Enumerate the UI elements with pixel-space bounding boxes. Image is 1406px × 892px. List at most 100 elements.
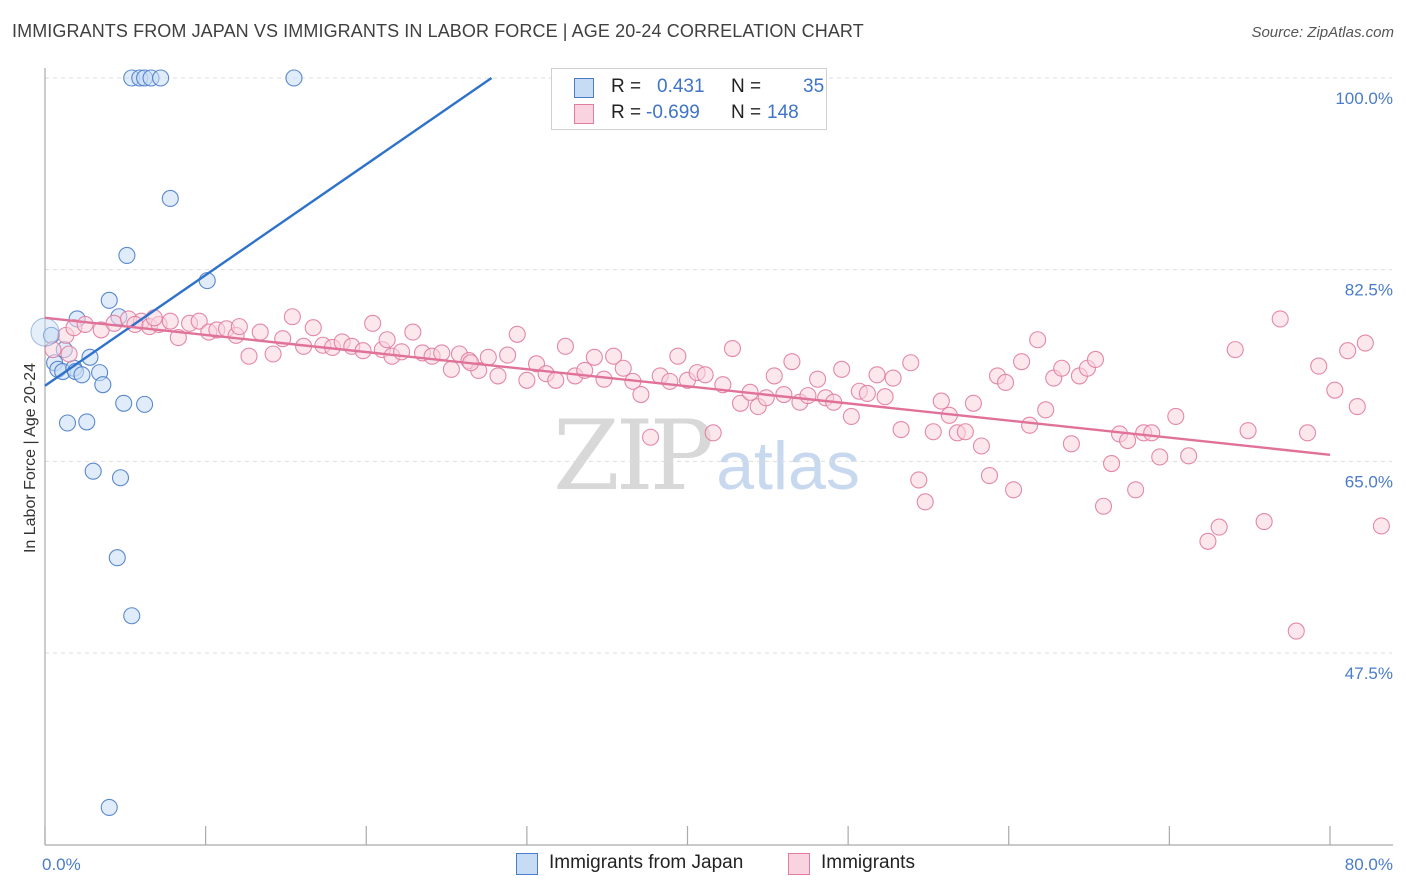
immigrants-point bbox=[1037, 401, 1055, 419]
immigrants-point bbox=[499, 346, 517, 364]
japan-point bbox=[123, 607, 141, 625]
immigrants-trendline bbox=[44, 316, 1331, 456]
bottom-legend-swatch-immigrants bbox=[788, 853, 810, 875]
japan-point bbox=[111, 469, 130, 487]
immigrants-point bbox=[1062, 435, 1080, 453]
immigrants-point bbox=[1127, 481, 1145, 499]
legend-swatch-immigrants bbox=[574, 104, 594, 124]
legend-r-label: R = bbox=[611, 102, 642, 123]
immigrants-point bbox=[1094, 497, 1113, 515]
immigrants-point bbox=[161, 312, 179, 330]
immigrants-point bbox=[404, 323, 422, 341]
japan-point bbox=[118, 246, 136, 264]
japan-point bbox=[30, 317, 60, 347]
immigrants-point bbox=[956, 423, 974, 441]
immigrants-point bbox=[996, 373, 1015, 392]
immigrants-point bbox=[1210, 518, 1228, 536]
immigrants-point bbox=[1029, 331, 1047, 349]
legend-n-label: N = bbox=[731, 76, 762, 97]
immigrants-point bbox=[980, 467, 999, 485]
japan-point bbox=[100, 291, 118, 309]
immigrants-point bbox=[547, 371, 565, 389]
immigrants-point bbox=[876, 388, 894, 406]
japan-point bbox=[100, 798, 118, 816]
immigrants-point bbox=[1298, 424, 1317, 442]
immigrants-point bbox=[190, 312, 208, 330]
immigrants-point bbox=[765, 367, 783, 385]
immigrants-point bbox=[723, 339, 742, 358]
x-tick-label: 0.0% bbox=[42, 855, 81, 874]
immigrants-point bbox=[924, 423, 942, 441]
immigrants-point bbox=[910, 471, 928, 489]
immigrants-point bbox=[858, 384, 876, 402]
immigrants-point bbox=[783, 353, 801, 371]
immigrants-point bbox=[1103, 454, 1121, 473]
y-tick-label: 47.5% bbox=[1345, 664, 1393, 683]
immigrants-point bbox=[145, 309, 163, 327]
immigrants-point bbox=[304, 319, 322, 337]
immigrants-point bbox=[799, 387, 817, 405]
immigrants-point bbox=[1348, 398, 1366, 416]
japan-point bbox=[285, 69, 303, 87]
immigrants-point bbox=[378, 331, 396, 349]
immigrants-point bbox=[489, 367, 507, 385]
immigrants-point bbox=[364, 314, 382, 332]
immigrants-point bbox=[605, 347, 623, 365]
japan-point bbox=[58, 414, 77, 432]
japan-point bbox=[78, 413, 96, 431]
legend-n-label: N = bbox=[731, 102, 762, 123]
immigrants-point bbox=[972, 437, 990, 455]
immigrants-point bbox=[809, 370, 827, 388]
immigrants-point bbox=[1143, 424, 1161, 442]
immigrants-point bbox=[842, 407, 860, 425]
japan-point bbox=[73, 366, 91, 384]
grid-lines bbox=[45, 77, 1392, 654]
japan-point bbox=[136, 395, 154, 413]
legend-swatch-japan bbox=[574, 78, 594, 98]
japan-point bbox=[94, 376, 112, 394]
immigrants-point bbox=[1005, 481, 1023, 499]
immigrants-point bbox=[508, 325, 526, 343]
immigrants-point bbox=[1167, 407, 1185, 425]
immigrants-point bbox=[1339, 342, 1357, 360]
immigrants-point bbox=[1239, 422, 1257, 440]
immigrants-point bbox=[264, 345, 282, 363]
immigrants-point bbox=[661, 372, 679, 390]
japan-point bbox=[84, 462, 102, 480]
immigrants-point bbox=[932, 392, 950, 410]
legend-n-value: 148 bbox=[767, 102, 799, 123]
japan-point bbox=[108, 549, 126, 567]
immigrants-point bbox=[76, 315, 94, 333]
immigrants-point bbox=[642, 428, 660, 446]
bottom-legend-label-japan: Immigrants from Japan bbox=[549, 852, 744, 873]
immigrants-point bbox=[731, 394, 750, 412]
immigrants-point bbox=[442, 360, 460, 378]
legend-r-value: 0.431 bbox=[657, 76, 705, 97]
immigrants-point bbox=[60, 345, 78, 363]
immigrants-point bbox=[1372, 517, 1390, 535]
y-tick-label: 65.0% bbox=[1345, 472, 1393, 491]
immigrants-point bbox=[1310, 357, 1328, 375]
immigrants-point bbox=[479, 348, 497, 366]
immigrants-point bbox=[833, 360, 851, 378]
immigrants-point bbox=[632, 385, 650, 404]
legend-r-label: R = bbox=[611, 76, 642, 97]
japan-point bbox=[161, 189, 179, 208]
immigrants-point bbox=[1086, 350, 1105, 369]
bottom-legend-swatch-japan bbox=[516, 853, 538, 875]
immigrants-point bbox=[892, 421, 910, 439]
y-tick-label: 100.0% bbox=[1335, 89, 1393, 108]
immigrants-point bbox=[696, 366, 714, 384]
data-points bbox=[30, 69, 1390, 816]
immigrants-point bbox=[1151, 448, 1169, 466]
immigrants-point bbox=[283, 308, 301, 326]
immigrants-point bbox=[669, 347, 687, 365]
japan-trendline bbox=[44, 77, 493, 387]
immigrants-point bbox=[916, 493, 934, 511]
chart-title: IMMIGRANTS FROM JAPAN VS IMMIGRANTS IN L… bbox=[12, 21, 864, 41]
immigrants-point bbox=[1326, 381, 1344, 399]
immigrants-point bbox=[1287, 622, 1305, 640]
immigrants-point bbox=[230, 318, 248, 336]
